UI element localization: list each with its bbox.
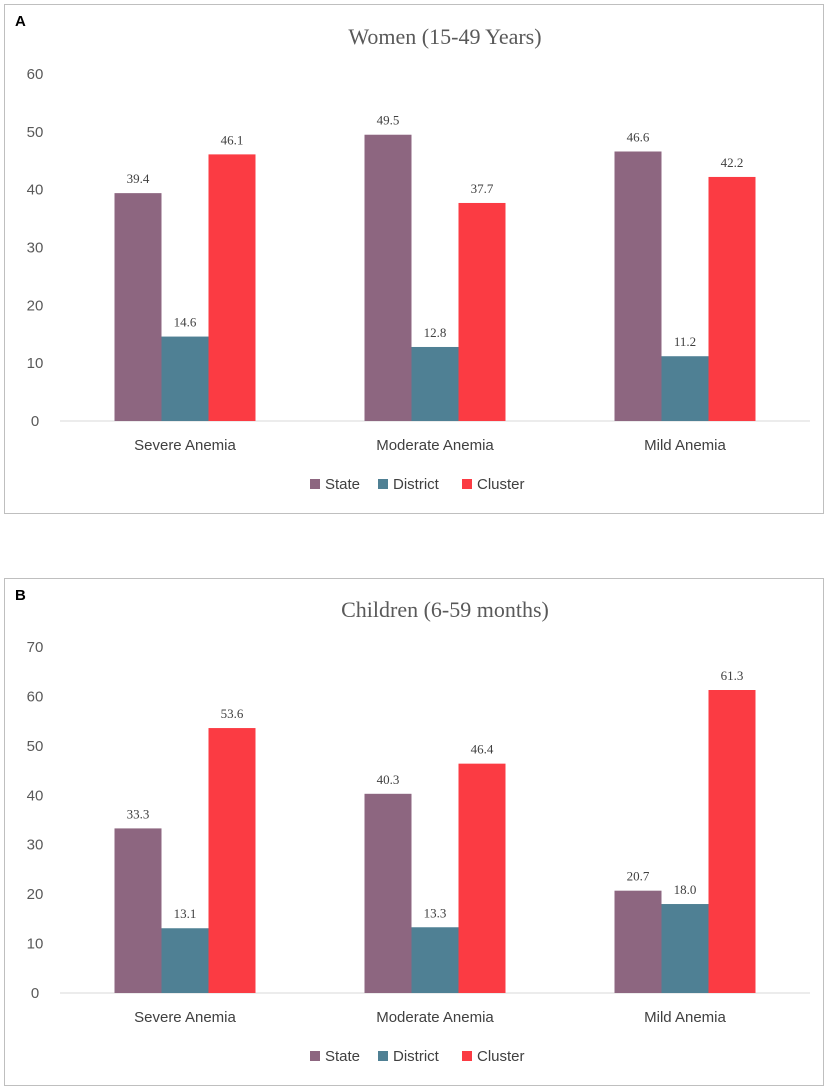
bar-state-severe-anemia [114, 193, 162, 421]
bar-state-mild-anemia [614, 890, 662, 993]
data-label: 61.3 [721, 668, 744, 683]
legend-swatch-cluster [462, 1051, 472, 1061]
y-tick-label: 0 [31, 985, 39, 1002]
data-label: 46.6 [627, 129, 650, 144]
data-label: 33.3 [127, 806, 150, 821]
y-tick-label: 10 [27, 936, 44, 953]
bar-district-severe-anemia [161, 928, 209, 993]
data-label: 18.0 [674, 882, 697, 897]
bar-state-mild-anemia [614, 151, 662, 421]
y-tick-label: 20 [27, 297, 44, 314]
legend-swatch-state [310, 1051, 320, 1061]
bar-district-moderate-anemia [411, 346, 459, 421]
category-label: Severe Anemia [134, 1009, 236, 1026]
chart-title: Children (6-59 months) [341, 597, 549, 622]
category-label: Mild Anemia [644, 437, 726, 454]
data-label: 46.1 [221, 132, 244, 147]
bar-cluster-severe-anemia [208, 154, 256, 421]
bar-cluster-mild-anemia [708, 176, 756, 421]
data-label: 13.3 [424, 905, 447, 920]
category-label: Mild Anemia [644, 1009, 726, 1026]
bar-cluster-mild-anemia [708, 690, 756, 993]
data-label: 12.8 [424, 325, 447, 340]
bar-district-severe-anemia [161, 336, 209, 421]
chart-panel-b: B Children (6-59 months) 0 10 20 30 40 50 60 70 3… [4, 578, 824, 1086]
category-label: Moderate Anemia [376, 1009, 494, 1026]
legend-swatch-district [378, 1051, 388, 1061]
y-tick-label: 30 [27, 837, 44, 854]
data-label: 37.7 [471, 181, 494, 196]
y-tick-label: 20 [27, 886, 44, 903]
data-label: 11.2 [674, 334, 696, 349]
y-tick-label: 50 [27, 124, 44, 141]
bar-district-mild-anemia [661, 904, 709, 993]
data-label: 40.3 [377, 772, 400, 787]
category-label: Moderate Anemia [376, 437, 494, 454]
legend-label-district: District [393, 476, 440, 493]
y-tick-label: 40 [27, 182, 44, 199]
data-label: 14.6 [174, 315, 197, 330]
legend-label-state: State [325, 1048, 360, 1065]
bar-district-moderate-anemia [411, 927, 459, 993]
y-tick-label: 10 [27, 355, 44, 372]
legend-label-district: District [393, 1048, 440, 1065]
data-label: 49.5 [377, 113, 400, 128]
data-label: 20.7 [627, 869, 650, 884]
bar-cluster-moderate-anemia [458, 202, 506, 421]
panel-label: B [15, 587, 26, 604]
y-tick-label: 50 [27, 738, 44, 755]
bar-state-moderate-anemia [364, 793, 412, 993]
y-tick-label: 60 [27, 66, 44, 83]
y-tick-label: 40 [27, 787, 44, 804]
legend-label-cluster: Cluster [477, 476, 525, 493]
chart-b-svg: Children (6-59 months) 0 10 20 30 40 50 60 70 33.… [27, 597, 810, 1065]
y-tick-label: 60 [27, 688, 44, 705]
chart-a-svg: Women (15-49 Years) 0 10 20 30 40 50 60 39.4 14.6… [27, 24, 810, 493]
legend-label-state: State [325, 476, 360, 493]
data-label: 53.6 [221, 706, 244, 721]
bar-state-severe-anemia [114, 828, 162, 993]
y-tick-label: 0 [31, 413, 39, 430]
bar-state-moderate-anemia [364, 134, 412, 421]
chart-panel-a: A Women (15-49 Years) 0 10 20 30 40 50 60 39.4 14… [4, 4, 824, 514]
chart-title: Women (15-49 Years) [348, 24, 541, 49]
data-label: 42.2 [721, 155, 744, 170]
y-tick-label: 70 [27, 639, 44, 656]
category-label: Severe Anemia [134, 437, 236, 454]
data-label: 46.4 [471, 742, 494, 757]
legend-swatch-cluster [462, 479, 472, 489]
bar-cluster-moderate-anemia [458, 763, 506, 993]
bar-district-mild-anemia [661, 356, 709, 421]
bar-cluster-severe-anemia [208, 728, 256, 993]
legend-label-cluster: Cluster [477, 1048, 525, 1065]
legend-swatch-district [378, 479, 388, 489]
legend-swatch-state [310, 479, 320, 489]
data-label: 13.1 [174, 906, 197, 921]
y-tick-label: 30 [27, 240, 44, 257]
data-label: 39.4 [127, 171, 150, 186]
panel-label: A [15, 13, 26, 30]
